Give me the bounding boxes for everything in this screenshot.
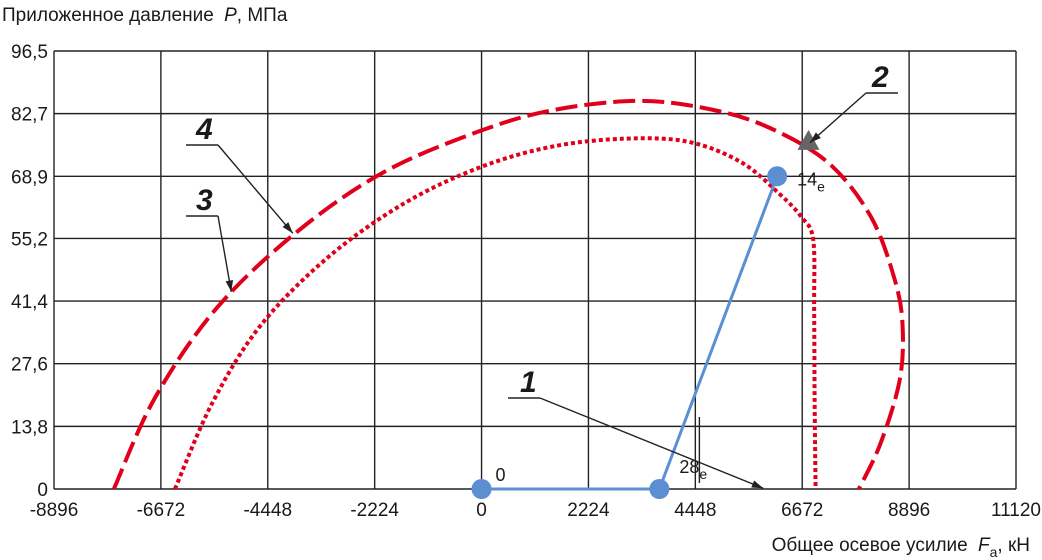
x-tick-label: 4448: [674, 500, 716, 521]
callout-number-2: 2: [871, 61, 889, 94]
callout-leader: [217, 215, 232, 292]
x-axis-title: Общее осевое усилие Fa, кН: [772, 535, 1030, 560]
load-path-point: [649, 479, 670, 499]
x-tick-label: -4448: [243, 500, 292, 521]
callout-number-3: 3: [196, 184, 213, 217]
curve-3-dotted: [173, 136, 818, 490]
callout-leader: [539, 397, 764, 489]
callouts: 1 2 3 4: [186, 61, 898, 489]
y-tick-label: 13,8: [11, 417, 48, 438]
callout-number-4: 4: [195, 113, 213, 146]
point-label: 14e: [797, 169, 825, 194]
marker-2-triangle: [797, 129, 820, 150]
point-label-sub: e: [699, 466, 707, 482]
callout-arrowhead: [751, 480, 764, 489]
curve-4-dashed: [112, 98, 905, 490]
y-axis-title-var: P: [224, 5, 237, 26]
y-tick-label: 41,4: [11, 292, 48, 313]
y-tick-label: 68,9: [11, 167, 48, 188]
y-axis-title: Приложенное давление P, МПа: [2, 5, 288, 26]
x-axis-title-sub: a: [990, 544, 998, 560]
x-axis-title-var: F: [978, 535, 991, 556]
callout-arrowhead: [809, 132, 821, 143]
x-tick-label: -6672: [137, 500, 186, 521]
load-path-point: [471, 479, 492, 499]
callout-arrowhead: [225, 279, 234, 292]
y-tick-label: 96,5: [11, 42, 48, 63]
y-tick-label: 0: [37, 480, 48, 501]
point-label: 0: [496, 465, 506, 485]
point-label-sub: e: [817, 178, 825, 194]
callout-leader: [217, 144, 294, 234]
load-path-line: [481, 175, 779, 491]
load-path-point: [767, 166, 788, 187]
x-tick-label: -2224: [350, 500, 399, 521]
point-label-main: 0: [496, 465, 506, 485]
x-tick-label: 11120: [991, 500, 1041, 521]
x-axis-title-unit: , кН: [997, 535, 1030, 556]
y-axis-title-text: Приложенное давление: [2, 5, 214, 26]
x-tick-label: 8896: [888, 500, 930, 521]
grid: [53, 50, 1017, 490]
x-tick-label: 2224: [567, 500, 610, 521]
callout-number-1: 1: [520, 366, 537, 399]
x-tick-label: 6672: [781, 500, 823, 521]
callout-arrowhead: [282, 222, 293, 234]
x-tick-label: -8896: [30, 500, 79, 521]
callout-leader: [809, 92, 867, 144]
point-label: 28e: [679, 457, 707, 482]
y-tick-label: 27,6: [11, 355, 48, 376]
x-axis-title-text: Общее осевое усилие: [772, 535, 968, 556]
point-label-main: 14: [797, 169, 817, 189]
point-label-main: 28: [679, 457, 699, 477]
y-axis-title-unit: , МПа: [237, 5, 288, 26]
y-tick-label: 55,2: [11, 229, 48, 250]
x-tick-label: 0: [476, 500, 487, 521]
y-tick-label: 82,7: [11, 105, 48, 126]
tick-labels: -8896 -6672 -4448 -2224 0 2224 4448 6672 8896 111…: [11, 42, 1041, 521]
